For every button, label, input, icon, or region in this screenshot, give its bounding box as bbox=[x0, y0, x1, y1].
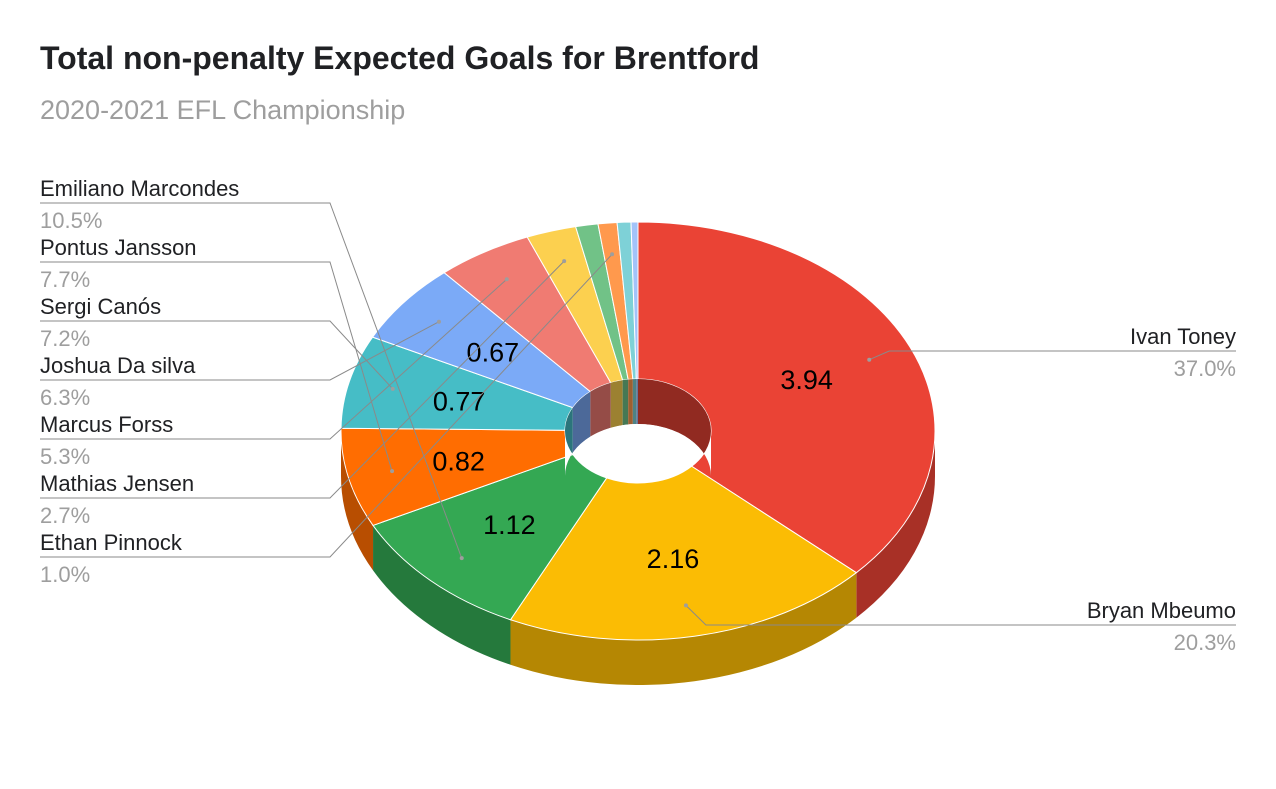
slice-name-label: Sergi Canós bbox=[40, 294, 161, 319]
leader-dot bbox=[459, 556, 464, 561]
slice-name-label: Marcus Forss bbox=[40, 412, 173, 437]
leader-dot bbox=[436, 319, 441, 324]
leader-dot bbox=[867, 357, 872, 362]
slice-percent-label: 10.5% bbox=[40, 208, 102, 233]
leader-line bbox=[40, 320, 394, 390]
chart-title: Total non-penalty Expected Goals for Bre… bbox=[40, 40, 760, 76]
slice-side bbox=[373, 525, 511, 665]
chart-subtitle: 2020-2021 EFL Championship bbox=[40, 95, 406, 125]
leader-dot bbox=[562, 259, 567, 264]
leader-dot bbox=[390, 469, 395, 474]
slice-value-label: 3.94 bbox=[780, 365, 833, 395]
slice-name-label: Mathias Jensen bbox=[40, 471, 194, 496]
leader-line bbox=[40, 278, 508, 440]
slice-percent-label: 7.7% bbox=[40, 267, 90, 292]
slice-name-label: Ethan Pinnock bbox=[40, 530, 183, 555]
slice-value-label: 1.12 bbox=[483, 510, 536, 540]
slice-name-label: Joshua Da silva bbox=[40, 353, 196, 378]
slice-value-label: 0.77 bbox=[433, 386, 486, 416]
leader-line bbox=[40, 260, 565, 499]
slice-percent-label: 20.3% bbox=[1174, 630, 1236, 655]
leader-dot bbox=[504, 277, 509, 282]
slice-percent-label: 6.3% bbox=[40, 385, 90, 410]
slice-value-label: 0.67 bbox=[467, 337, 520, 367]
leader-line bbox=[40, 253, 613, 558]
slice-value-label: 0.82 bbox=[432, 446, 485, 476]
slice-side bbox=[510, 572, 857, 685]
slice-name-label: Ivan Toney bbox=[1130, 324, 1236, 349]
leader-dot bbox=[390, 386, 395, 391]
slice-name-label: Bryan Mbeumo bbox=[1087, 598, 1236, 623]
hole-wall bbox=[638, 379, 711, 476]
leader-line bbox=[40, 321, 440, 381]
slice-name-label: Emiliano Marcondes bbox=[40, 176, 239, 201]
hole-wall bbox=[622, 379, 629, 426]
slice-side bbox=[856, 431, 935, 618]
slice-percent-label: 1.0% bbox=[40, 562, 90, 587]
slice-percent-label: 37.0% bbox=[1174, 356, 1236, 381]
slice-side bbox=[341, 431, 374, 571]
donut-hole bbox=[565, 424, 711, 483]
slice-percent-label: 2.7% bbox=[40, 503, 90, 528]
slice-value-label: 2.16 bbox=[647, 544, 700, 574]
hole-wall bbox=[636, 379, 638, 425]
leader-dot bbox=[610, 252, 615, 257]
hole-wall bbox=[572, 391, 591, 453]
hole-wall bbox=[628, 379, 633, 425]
leader-line bbox=[869, 350, 1236, 361]
hole-wall bbox=[610, 380, 623, 428]
leader-line bbox=[685, 605, 1236, 626]
slice-name-label: Pontus Jansson bbox=[40, 235, 197, 260]
slice-percent-label: 7.2% bbox=[40, 326, 90, 351]
hole-wall bbox=[632, 379, 637, 425]
leader-dot bbox=[683, 603, 688, 608]
leader-line bbox=[40, 202, 463, 559]
slice-percent-label: 5.3% bbox=[40, 444, 90, 469]
hole-wall bbox=[590, 382, 611, 437]
